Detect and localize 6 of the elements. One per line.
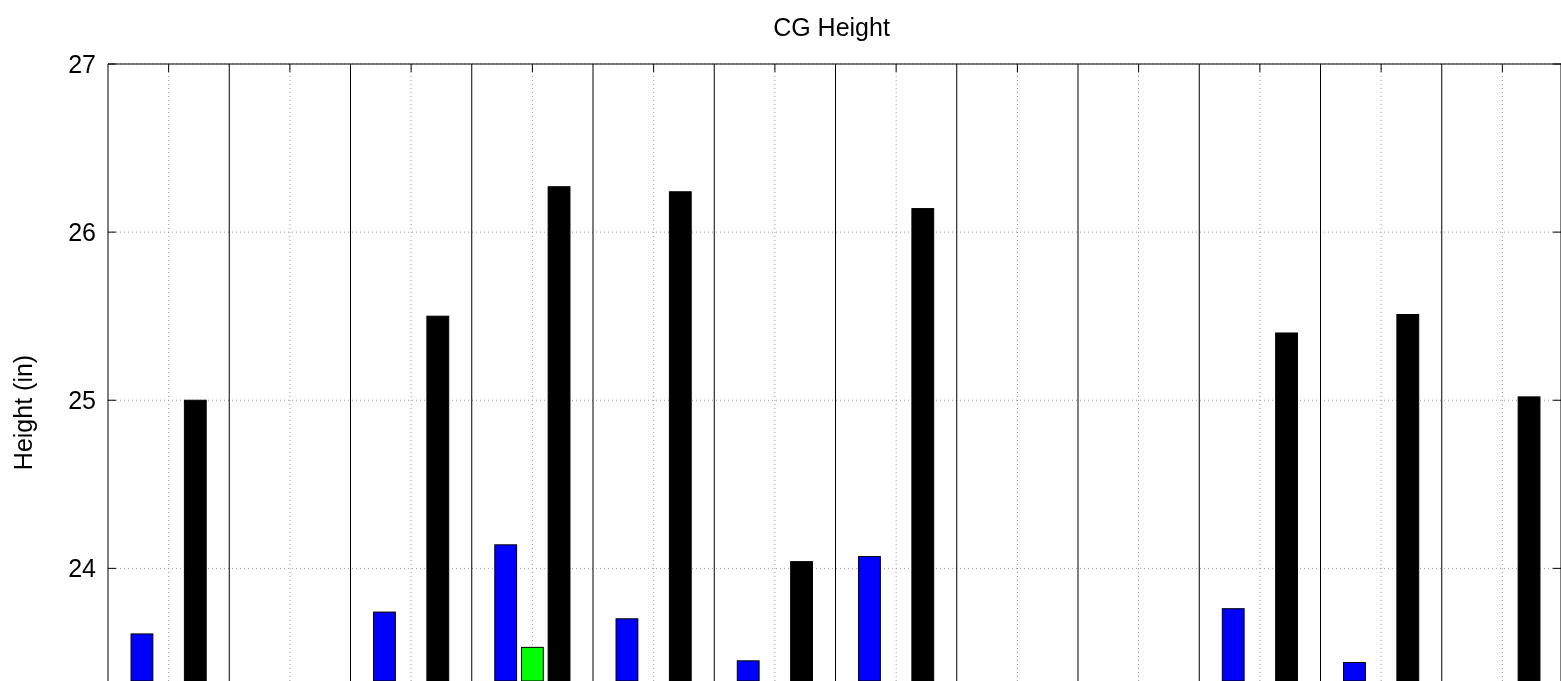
- y-axis-title: Height (in): [9, 354, 37, 471]
- y-tick-label: 24: [68, 554, 97, 583]
- y-tick-label: 27: [68, 49, 96, 78]
- y-tick-label: 25: [68, 385, 96, 414]
- chart-title: CG Height: [773, 13, 890, 41]
- y-tick-label: 26: [68, 217, 96, 246]
